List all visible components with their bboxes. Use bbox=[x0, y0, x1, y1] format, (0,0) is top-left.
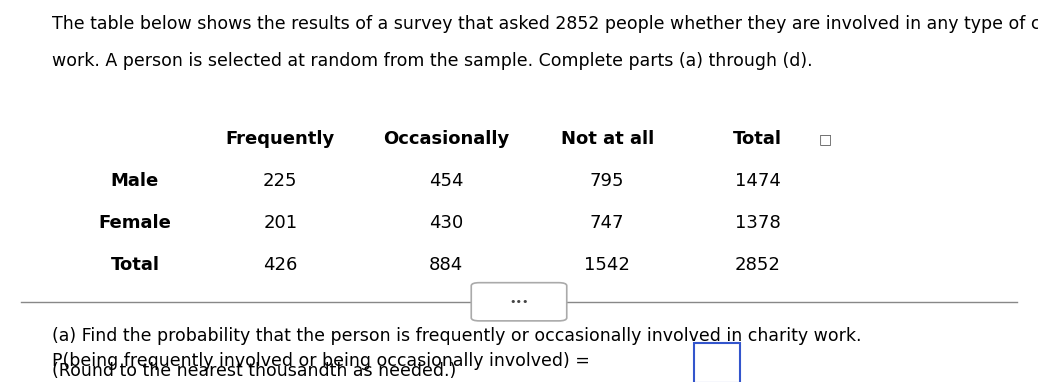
Text: 430: 430 bbox=[430, 214, 463, 233]
Text: •••: ••• bbox=[510, 297, 528, 307]
FancyBboxPatch shape bbox=[471, 283, 567, 321]
Text: Total: Total bbox=[110, 256, 160, 275]
Text: Total: Total bbox=[733, 130, 783, 149]
Text: 201: 201 bbox=[264, 214, 297, 233]
Text: 454: 454 bbox=[429, 172, 464, 191]
Text: Occasionally: Occasionally bbox=[383, 130, 510, 149]
Text: Frequently: Frequently bbox=[225, 130, 335, 149]
Text: 2852: 2852 bbox=[735, 256, 781, 275]
Text: 884: 884 bbox=[430, 256, 463, 275]
Text: work. A person is selected at random from the sample. Complete parts (a) through: work. A person is selected at random fro… bbox=[52, 52, 813, 70]
Text: Female: Female bbox=[99, 214, 171, 233]
Text: P(being frequently involved or being occasionally involved) =: P(being frequently involved or being occ… bbox=[52, 352, 590, 370]
Text: 426: 426 bbox=[263, 256, 298, 275]
Text: 747: 747 bbox=[590, 214, 625, 233]
Text: 225: 225 bbox=[263, 172, 298, 191]
Text: 795: 795 bbox=[590, 172, 625, 191]
Text: The table below shows the results of a survey that asked 2852 people whether the: The table below shows the results of a s… bbox=[52, 15, 1038, 33]
Text: 1542: 1542 bbox=[584, 256, 630, 275]
Text: 1378: 1378 bbox=[735, 214, 781, 233]
Text: □: □ bbox=[819, 133, 831, 146]
FancyBboxPatch shape bbox=[694, 343, 740, 382]
Text: (Round to the nearest thousandth as needed.): (Round to the nearest thousandth as need… bbox=[52, 362, 456, 380]
Text: 1474: 1474 bbox=[735, 172, 781, 191]
Text: (a) Find the probability that the person is frequently or occasionally involved : (a) Find the probability that the person… bbox=[52, 327, 862, 345]
Text: Male: Male bbox=[111, 172, 159, 191]
Text: Not at all: Not at all bbox=[561, 130, 654, 149]
